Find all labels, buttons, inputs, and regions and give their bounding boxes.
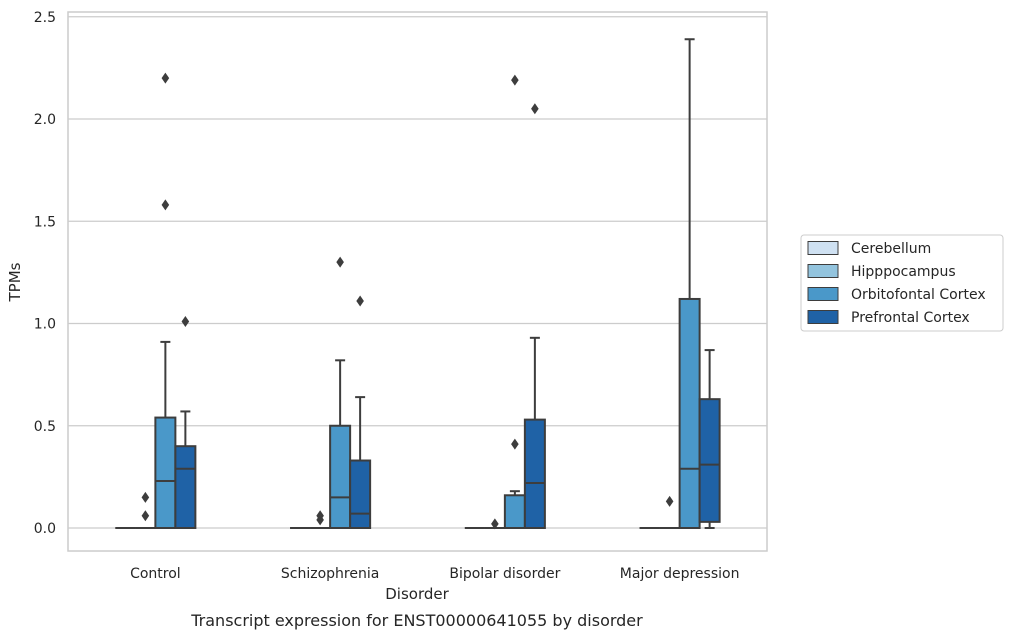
box-hipppocampus-2 — [484, 518, 505, 530]
legend-label: Hipppocampus — [851, 264, 956, 280]
outlier-point — [531, 103, 539, 115]
legend-label: Orbitofontal Cortex — [851, 287, 986, 303]
box-prefrontal-cortex-0 — [174, 315, 197, 530]
y-tick-label: 2.5 — [34, 10, 56, 26]
y-tick-label: 1.5 — [34, 214, 56, 230]
box-body — [154, 416, 177, 530]
outlier-point — [336, 256, 344, 268]
legend-swatch — [807, 310, 839, 324]
box-body — [349, 459, 372, 530]
box-prefrontal-cortex-1 — [349, 295, 372, 530]
box-hipppocampus-1 — [310, 510, 331, 529]
box-body — [174, 445, 197, 530]
y-axis-label: TPMs — [6, 262, 24, 302]
y-tick-label: 0.5 — [34, 419, 56, 435]
outlier-point — [491, 518, 499, 530]
outlier-point — [181, 315, 190, 327]
outlier-point — [511, 74, 519, 86]
chart-caption: Transcript expression for ENST0000064105… — [190, 611, 643, 630]
plot-frame — [67, 11, 768, 552]
outlier-point — [511, 438, 519, 450]
box-body — [329, 424, 352, 529]
box-hipppocampus-3 — [659, 495, 680, 529]
y-tick-label: 1.0 — [34, 317, 56, 333]
legend-label: Prefrontal Cortex — [851, 310, 970, 326]
x-tick-label: Schizophrenia — [281, 566, 379, 582]
legend: Cerebellum Hipppocampus Orbitofontal Corte… — [800, 234, 1004, 332]
x-tick-label: Major depression — [620, 566, 740, 582]
x-tick-label: Control — [130, 566, 181, 582]
box-body — [698, 398, 721, 523]
x-axis-label: Disorder — [385, 585, 449, 603]
y-tick-label: 2.0 — [34, 112, 56, 128]
outlier-point — [161, 72, 170, 84]
y-tick-labels: 0.0 0.5 1.0 1.5 2.0 2.5 — [34, 10, 56, 537]
box-orbitofontal-cortex-2 — [503, 74, 526, 529]
box-hipppocampus-0 — [135, 491, 156, 529]
box-prefrontal-cortex-3 — [698, 349, 721, 529]
outlier-point — [665, 495, 674, 507]
x-tick-label: Bipolar disorder — [449, 566, 560, 582]
x-tick-labels: Control Schizophrenia Bipolar disorder Majo… — [130, 566, 739, 582]
outlier-point — [161, 199, 170, 211]
outlier-point — [141, 510, 150, 522]
box-plot-area — [115, 38, 721, 530]
box-orbitofontal-cortex-0 — [154, 72, 177, 530]
box-body — [523, 418, 546, 529]
outlier-point — [356, 295, 364, 307]
legend-swatch — [807, 241, 839, 255]
box-prefrontal-cortex-2 — [523, 103, 546, 529]
outlier-point — [316, 510, 324, 522]
box-body — [503, 494, 526, 529]
box-body — [678, 297, 701, 529]
y-tick-label: 0.0 — [34, 521, 56, 537]
legend-swatch — [807, 287, 839, 301]
box-orbitofontal-cortex-1 — [329, 256, 352, 529]
legend-label: Cerebellum — [851, 241, 931, 257]
box-orbitofontal-cortex-3 — [678, 38, 701, 529]
outlier-point — [141, 491, 150, 503]
legend-swatch — [807, 264, 839, 278]
legend-frame — [800, 234, 1004, 332]
